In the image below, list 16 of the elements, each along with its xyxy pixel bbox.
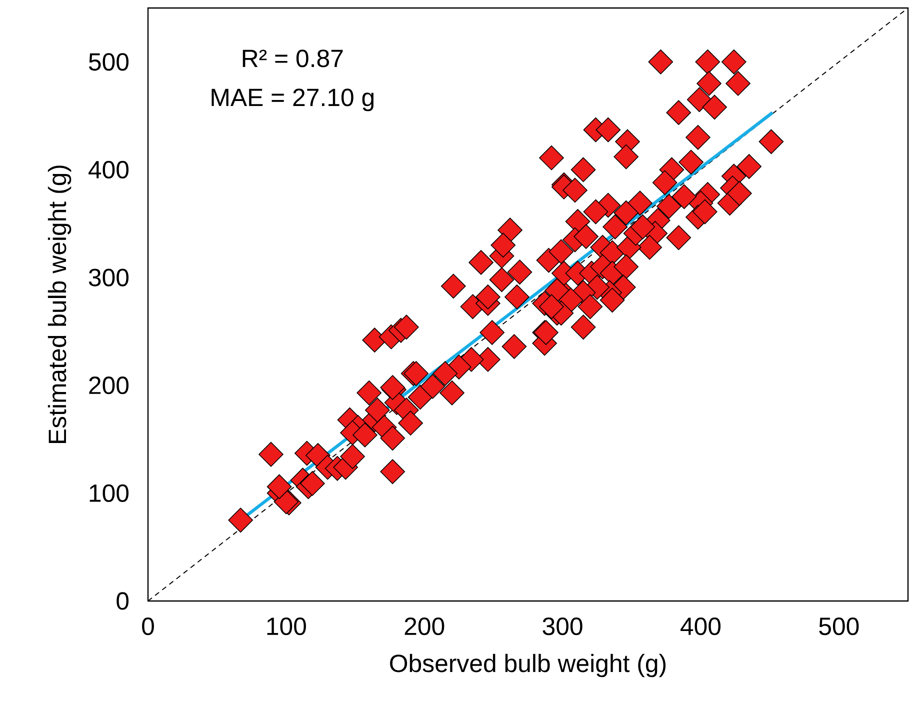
x-tick-label: 300 (542, 617, 582, 636)
y-tick-label: 500 (88, 53, 129, 71)
x-tick-label: 100 (267, 617, 306, 636)
x-tick-label: 500 (819, 617, 859, 636)
y-axis-title: Estimated bulb weight (g) (48, 166, 72, 443)
x-axis-title: Observed bulb weight (g) (390, 654, 666, 678)
x-tick-label: 200 (404, 617, 444, 636)
y-tick-label: 200 (89, 376, 129, 394)
annotation: MAE = 27.10 g (212, 88, 374, 112)
y-tick-label: 100 (90, 484, 129, 502)
x-tick-label: 0 (142, 617, 154, 636)
annotation: R² = 0.87 (242, 50, 343, 68)
x-tick-label: 400 (680, 617, 721, 636)
y-tick-label: 0 (116, 592, 129, 610)
y-tick-label: 300 (88, 268, 129, 286)
y-tick-label: 400 (88, 160, 129, 179)
